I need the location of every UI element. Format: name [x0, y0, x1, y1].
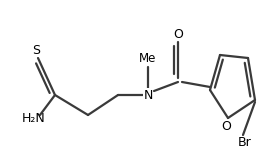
Text: O: O: [173, 28, 183, 41]
Text: O: O: [221, 120, 231, 133]
Text: Me: Me: [139, 52, 157, 65]
Text: H₂N: H₂N: [22, 112, 46, 124]
Text: S: S: [32, 43, 40, 57]
Text: Br: Br: [238, 137, 252, 150]
Text: N: N: [143, 89, 153, 101]
